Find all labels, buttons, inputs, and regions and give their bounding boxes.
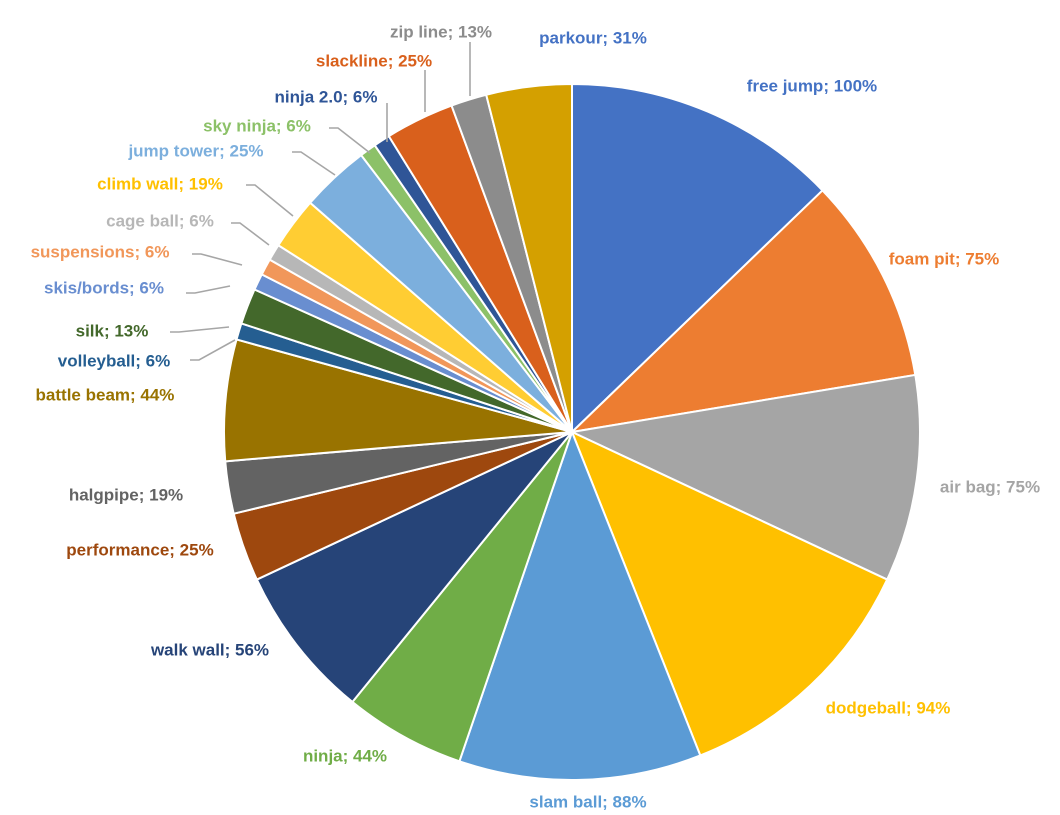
slice-label-parkour: parkour; 31%	[539, 28, 647, 47]
leader-line-sky-ninja	[329, 127, 371, 154]
slice-label-slam-ball: slam ball; 88%	[529, 792, 646, 811]
slice-label-sky-ninja: sky ninja; 6%	[203, 116, 311, 135]
slice-walk-wall	[255, 431, 573, 703]
leader-line-cage-ball	[231, 222, 270, 246]
slice-label-skis-bords: skis/bords; 6%	[44, 278, 164, 297]
leader-line-climb-wall	[246, 184, 294, 217]
slice-dodgeball	[571, 431, 889, 757]
slice-label-ninja-2-0: ninja 2.0; 6%	[275, 87, 378, 106]
leader-line-volleyball	[190, 339, 236, 361]
slice-label-silk: silk; 13%	[76, 321, 149, 340]
leader-line-skis-bords	[186, 285, 231, 294]
slice-slam-ball	[458, 431, 702, 781]
slice-label-walk-wall: walk wall; 56%	[150, 640, 269, 659]
slice-label-slackline: slackline; 25%	[316, 51, 432, 70]
slice-free-jump	[571, 83, 824, 433]
slice-label-performance: performance; 25%	[66, 540, 213, 559]
slice-label-volleyball: volleyball; 6%	[58, 351, 170, 370]
leader-line-jump-tower	[292, 151, 336, 176]
slice-label-free-jump: free jump; 100%	[747, 76, 877, 95]
slice-parkour	[485, 83, 573, 433]
leader-line-suspensions	[192, 253, 243, 266]
slice-label-dodgeball: dodgeball; 94%	[826, 698, 951, 717]
slice-labels: free jump; 100% foam pit; 75% air bag; 75%…	[31, 22, 1041, 811]
slice-label-foam-pit: foam pit; 75%	[889, 249, 1000, 268]
slice-label-air-bag: air bag; 75%	[940, 477, 1040, 496]
pie-slices	[223, 83, 921, 781]
slice-label-suspensions: suspensions; 6%	[31, 242, 170, 261]
slice-air-bag	[571, 373, 921, 581]
slice-label-battle-beam: battle beam; 44%	[36, 385, 175, 404]
slice-label-jump-tower: jump tower; 25%	[127, 141, 263, 160]
slice-label-halgpipe: halgpipe; 19%	[69, 485, 183, 504]
leader-line-silk	[170, 326, 230, 333]
slice-label-zip-line: zip line; 13%	[390, 22, 492, 41]
slice-label-ninja: ninja; 44%	[303, 746, 387, 765]
slice-label-climb-wall: climb wall; 19%	[97, 174, 223, 193]
leader-lines	[170, 42, 471, 361]
slice-label-cage-ball: cage ball; 6%	[106, 211, 214, 230]
slice-foam-pit	[571, 189, 917, 433]
